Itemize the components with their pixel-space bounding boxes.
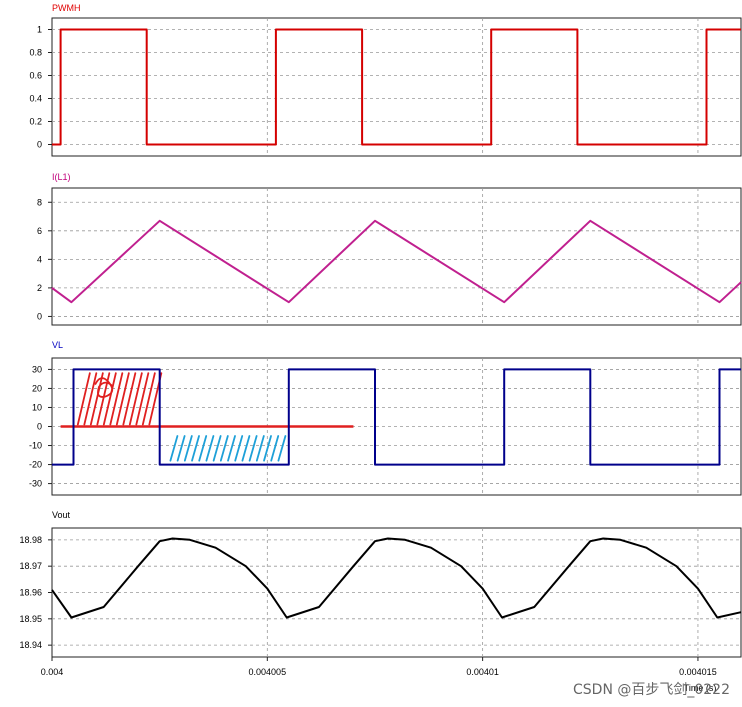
y-tick-label: 0.8	[29, 48, 42, 58]
blue-hatch-mark	[248, 435, 258, 462]
blue-hatch-mark	[241, 435, 251, 462]
red-hatch-mark	[141, 372, 156, 426]
y-tick-label: 30	[32, 364, 42, 374]
red-hatch-mark	[135, 372, 150, 426]
series-line	[52, 368, 741, 466]
x-tick-label: 0.00401	[466, 667, 499, 677]
panel-title: Vout	[52, 510, 71, 520]
red-hatch-mark	[128, 372, 143, 426]
red-hatch-mark	[89, 372, 104, 426]
blue-hatch-mark	[198, 435, 208, 462]
red-hatch-mark	[109, 372, 124, 426]
x-axis-label: Time (s)	[684, 683, 717, 693]
y-tick-label: 18.98	[19, 535, 42, 545]
y-tick-label: 18.97	[19, 561, 42, 571]
csdn-watermark: CSDN @百步飞剑_0222	[573, 682, 730, 698]
y-tick-label: 0	[37, 422, 42, 432]
y-tick-label: 20	[32, 383, 42, 393]
y-tick-label: 6	[37, 226, 42, 236]
blue-hatch-mark	[270, 435, 280, 462]
y-tick-label: 0	[37, 311, 42, 321]
red-hatch-mark	[122, 372, 137, 426]
series-line	[51, 537, 742, 619]
series-line	[52, 28, 741, 146]
y-tick-label: 4	[37, 254, 42, 264]
y-tick-label: 18.96	[19, 588, 42, 598]
y-tick-label: 18.95	[19, 614, 42, 624]
panel-title: PWMH	[52, 3, 81, 13]
y-tick-label: -10	[29, 441, 42, 451]
y-tick-label: 18.94	[19, 640, 42, 650]
blue-hatch-mark	[263, 435, 272, 462]
blue-hatch-mark	[234, 435, 244, 462]
red-scribble-mark	[94, 377, 114, 398]
y-tick-label: 0.2	[29, 117, 42, 127]
blue-hatch-mark	[169, 435, 179, 462]
blue-hatch-mark	[255, 435, 265, 462]
panel-frame	[51, 17, 742, 157]
y-tick-label: 1	[37, 25, 42, 35]
blue-hatch-mark	[219, 435, 229, 462]
red-hatch-mark	[102, 372, 117, 426]
y-tick-label: 0.4	[29, 94, 42, 104]
y-tick-label: 0.6	[29, 71, 42, 81]
blue-hatch-mark	[277, 435, 287, 462]
y-tick-label: -20	[29, 460, 42, 470]
panel-title: I(L1)	[52, 172, 71, 182]
blue-hatch-mark	[212, 435, 222, 462]
x-tick-label: 0.004005	[249, 667, 287, 677]
series-line	[51, 219, 742, 304]
blue-hatch-mark	[183, 435, 193, 462]
red-hatch-mark	[83, 372, 98, 426]
red-hatch-mark	[76, 372, 91, 426]
red-hatch-mark	[115, 372, 130, 426]
y-tick-label: 10	[32, 402, 42, 412]
panel-frame	[51, 187, 742, 326]
y-tick-label: 0	[37, 140, 42, 150]
x-tick-label: 0.004015	[679, 667, 717, 677]
blue-hatch-mark	[205, 435, 215, 462]
blue-hatch-mark	[227, 435, 236, 462]
y-tick-label: -30	[29, 479, 42, 489]
x-tick-label: 0.004	[41, 667, 64, 677]
blue-hatch-mark	[176, 435, 186, 462]
y-tick-label: 2	[37, 283, 42, 293]
y-tick-label: 8	[37, 197, 42, 207]
blue-hatch-mark	[191, 435, 200, 462]
panel-title: VL	[52, 340, 63, 350]
